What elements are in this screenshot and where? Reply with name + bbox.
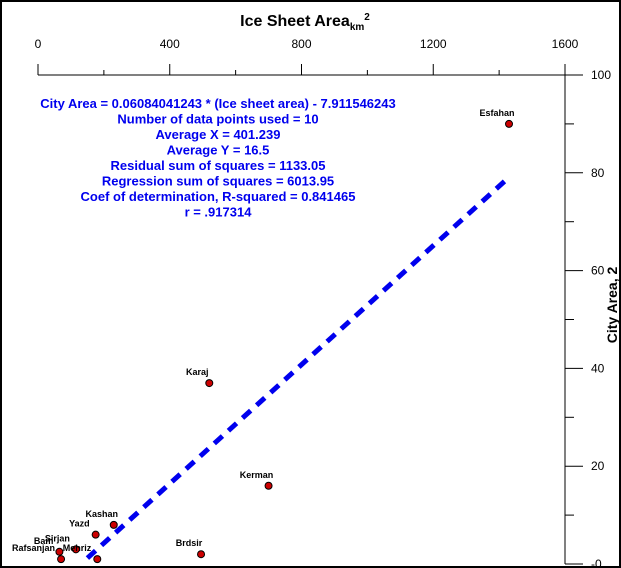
y-tick-label: 40 [591,361,605,375]
regression-line-group [85,178,508,560]
annotation-line: Residual sum of squares = 1133.05 [111,158,326,173]
data-point [57,555,66,564]
point-label: Mehriz [63,543,92,553]
y-tick-label: 80 [591,166,605,180]
x-tick-label: 800 [291,37,311,51]
data-point [264,481,273,490]
regression-line [85,178,508,560]
annotation-line: Average X = 401.239 [156,127,281,142]
regression-annotation: City Area = 0.06084041243 * (Ice sheet a… [40,96,395,220]
annotation-line: Number of data points used = 10 [117,112,318,127]
chart-title: Ice Sheet Areakm2 [240,12,370,33]
point-label: Kashan [85,509,118,519]
annotation-line: Regression sum of squares = 6013.95 [102,174,334,189]
data-point [197,550,206,559]
point-label: Yazd [69,519,90,529]
y-tick-label: 100 [591,68,611,82]
point-label: Esfahan [479,108,514,118]
data-point [505,119,514,128]
point-label: Sirjan [45,533,70,543]
x-tick-label: 1600 [552,37,579,51]
annotation-line: r = .917314 [185,205,253,220]
data-point [109,520,118,529]
data-point [55,547,64,556]
y-tick-label: 20 [591,459,605,473]
point-label: Rafsanjan [12,543,55,553]
data-point [93,555,102,564]
data-point [91,530,100,539]
point-label: Kerman [240,470,274,480]
data-point [71,545,80,554]
annotation-line: City Area = 0.06084041243 * (Ice sheet a… [40,96,395,111]
point-label: Karaj [186,367,209,377]
y-tick-label: 60 [591,264,605,278]
y-axis-label: City Area, 2 [604,267,620,344]
x-tick-label: 400 [160,37,180,51]
x-tick-label: 1200 [420,37,447,51]
annotation-line: Average Y = 16.5 [167,143,270,158]
point-label: Bam [34,536,54,546]
axes: Ice Sheet Areakm2 0 400 800 1200 1600 -0 20 40 60… [35,12,620,568]
annotation-line: Coef of determination, R-squared = 0.841… [81,189,356,204]
data-point [205,379,214,388]
x-tick-label: 0 [35,37,42,51]
point-label: Brdsir [176,538,203,548]
y-tick-label: -0 [591,557,602,568]
